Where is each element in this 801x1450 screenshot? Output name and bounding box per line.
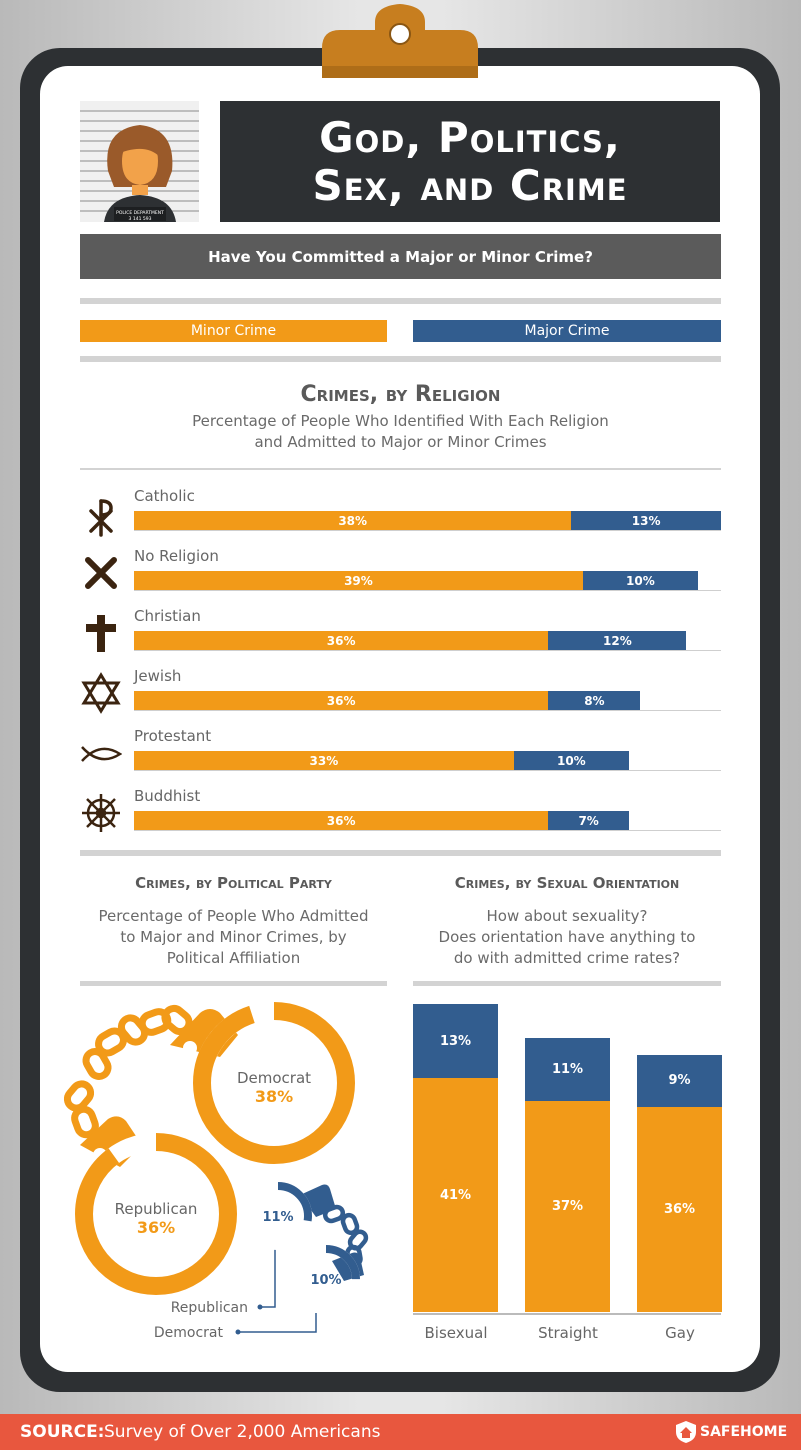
religion-label: Christian bbox=[134, 607, 201, 625]
religion-subtitle-1: Percentage of People Who Identified With… bbox=[192, 412, 609, 430]
religion-label: Protestant bbox=[134, 727, 212, 745]
column-label: Gay bbox=[665, 1324, 695, 1342]
divider bbox=[413, 981, 721, 986]
source-text: Survey of Over 2,000 Americans bbox=[104, 1422, 381, 1442]
major-column: 11% bbox=[525, 1038, 610, 1101]
divider bbox=[80, 468, 721, 470]
religion-label: No Religion bbox=[134, 547, 219, 565]
democrat-minor-ring bbox=[193, 1002, 355, 1164]
minor-bar: 36% bbox=[134, 691, 549, 710]
divider bbox=[80, 981, 387, 986]
political-subtitle-1: Percentage of People Who Admitted bbox=[98, 907, 369, 925]
democrat-label: Democrat bbox=[237, 1069, 311, 1087]
brand-name: SAFEHOME bbox=[700, 1424, 788, 1440]
divider bbox=[80, 298, 721, 304]
source-label: SOURCE: bbox=[20, 1422, 105, 1442]
democrat-major-ring bbox=[292, 1245, 360, 1313]
political-subtitle-3: Political Affiliation bbox=[166, 949, 301, 967]
bar-baseline bbox=[134, 530, 721, 531]
minor-bar: 38% bbox=[134, 511, 572, 530]
minor-bar: 39% bbox=[134, 571, 583, 590]
republican-label: Republican bbox=[115, 1200, 198, 1218]
major-bar: 7% bbox=[548, 811, 629, 830]
star-of-david-icon bbox=[81, 672, 121, 714]
republican-minor-value: 36% bbox=[137, 1218, 175, 1237]
democrat-minor-value: 38% bbox=[255, 1087, 293, 1106]
republican-label-small: Republican bbox=[170, 1300, 248, 1316]
divider bbox=[80, 356, 721, 362]
legend-minor-label: Minor Crime bbox=[190, 323, 277, 339]
columns-baseline bbox=[413, 1313, 721, 1315]
major-bar: 10% bbox=[582, 571, 698, 590]
legend-minor: Minor Crime bbox=[80, 320, 387, 342]
legend-major-label: Major Crime bbox=[524, 323, 610, 339]
minor-column: 36% bbox=[637, 1106, 722, 1312]
dharma-wheel-icon bbox=[82, 794, 120, 832]
major-bar: 12% bbox=[548, 631, 687, 650]
bar-baseline bbox=[134, 830, 721, 831]
plate-text-bottom: 3 141 593 bbox=[129, 216, 152, 222]
minor-bar: 33% bbox=[134, 751, 514, 770]
minor-column: 37% bbox=[525, 1100, 610, 1312]
major-bar: 10% bbox=[513, 751, 629, 770]
sexual-subtitle-2: Does orientation have anything to bbox=[438, 928, 696, 946]
title-line-1: God, Politics, bbox=[319, 112, 621, 162]
sexual-subtitle-1: How about sexuality? bbox=[486, 907, 648, 925]
major-bar: 13% bbox=[571, 511, 721, 530]
question-text: Have You Committed a Major or Minor Crim… bbox=[208, 247, 593, 266]
religion-label: Buddhist bbox=[134, 787, 201, 805]
bar-baseline bbox=[134, 710, 721, 711]
bar-baseline bbox=[134, 650, 721, 651]
mugshot-image: POLICE DEPARTMENT 3 141 593 bbox=[80, 101, 199, 222]
republican-major-value: 11% bbox=[262, 1210, 293, 1225]
x-icon bbox=[85, 557, 117, 589]
cross-icon bbox=[86, 615, 116, 652]
bar-baseline bbox=[134, 590, 721, 591]
legend-major: Major Crime bbox=[413, 320, 721, 342]
religion-title: Crimes, by Religion bbox=[300, 382, 501, 407]
political-title: Crimes, by Political Party bbox=[135, 874, 332, 892]
religion-subtitle-2: and Admitted to Major or Minor Crimes bbox=[254, 433, 547, 451]
column-label: Bisexual bbox=[424, 1324, 488, 1342]
question-banner: Have You Committed a Major or Minor Crim… bbox=[80, 234, 721, 279]
republican-minor-ring bbox=[75, 1133, 237, 1295]
title-line-2: Sex, and Crime bbox=[312, 160, 628, 210]
major-column: 9% bbox=[637, 1055, 722, 1107]
ichthys-icon bbox=[81, 746, 122, 762]
sexual-title: Crimes, by Sexual Orientation bbox=[454, 874, 680, 892]
democrat-label-small: Democrat bbox=[153, 1325, 223, 1341]
republican-major-ring bbox=[244, 1182, 312, 1250]
religion-label: Catholic bbox=[134, 487, 195, 505]
major-bar: 8% bbox=[548, 691, 641, 710]
divider bbox=[80, 850, 721, 856]
minor-bar: 36% bbox=[134, 631, 549, 650]
column-label: Straight bbox=[538, 1324, 598, 1342]
main-title: God, Politics, Sex, and Crime bbox=[220, 101, 720, 222]
minor-bar: 36% bbox=[134, 811, 549, 830]
bar-baseline bbox=[134, 770, 721, 771]
sexual-subtitle-3: do with admitted crime rates? bbox=[453, 949, 681, 967]
source-bar: SOURCE: Survey of Over 2,000 Americans S… bbox=[0, 1414, 801, 1450]
clipboard-clip-icon bbox=[322, 4, 478, 78]
chi-rho-icon bbox=[89, 499, 113, 537]
political-subtitle-2: to Major and Minor Crimes, by bbox=[120, 928, 347, 946]
house-shield-icon bbox=[676, 1421, 696, 1443]
plate-text-top: POLICE DEPARTMENT bbox=[116, 210, 164, 216]
religion-label: Jewish bbox=[134, 667, 182, 685]
democrat-major-value: 10% bbox=[310, 1273, 341, 1288]
major-column: 13% bbox=[413, 1004, 498, 1079]
minor-column: 41% bbox=[413, 1078, 498, 1312]
